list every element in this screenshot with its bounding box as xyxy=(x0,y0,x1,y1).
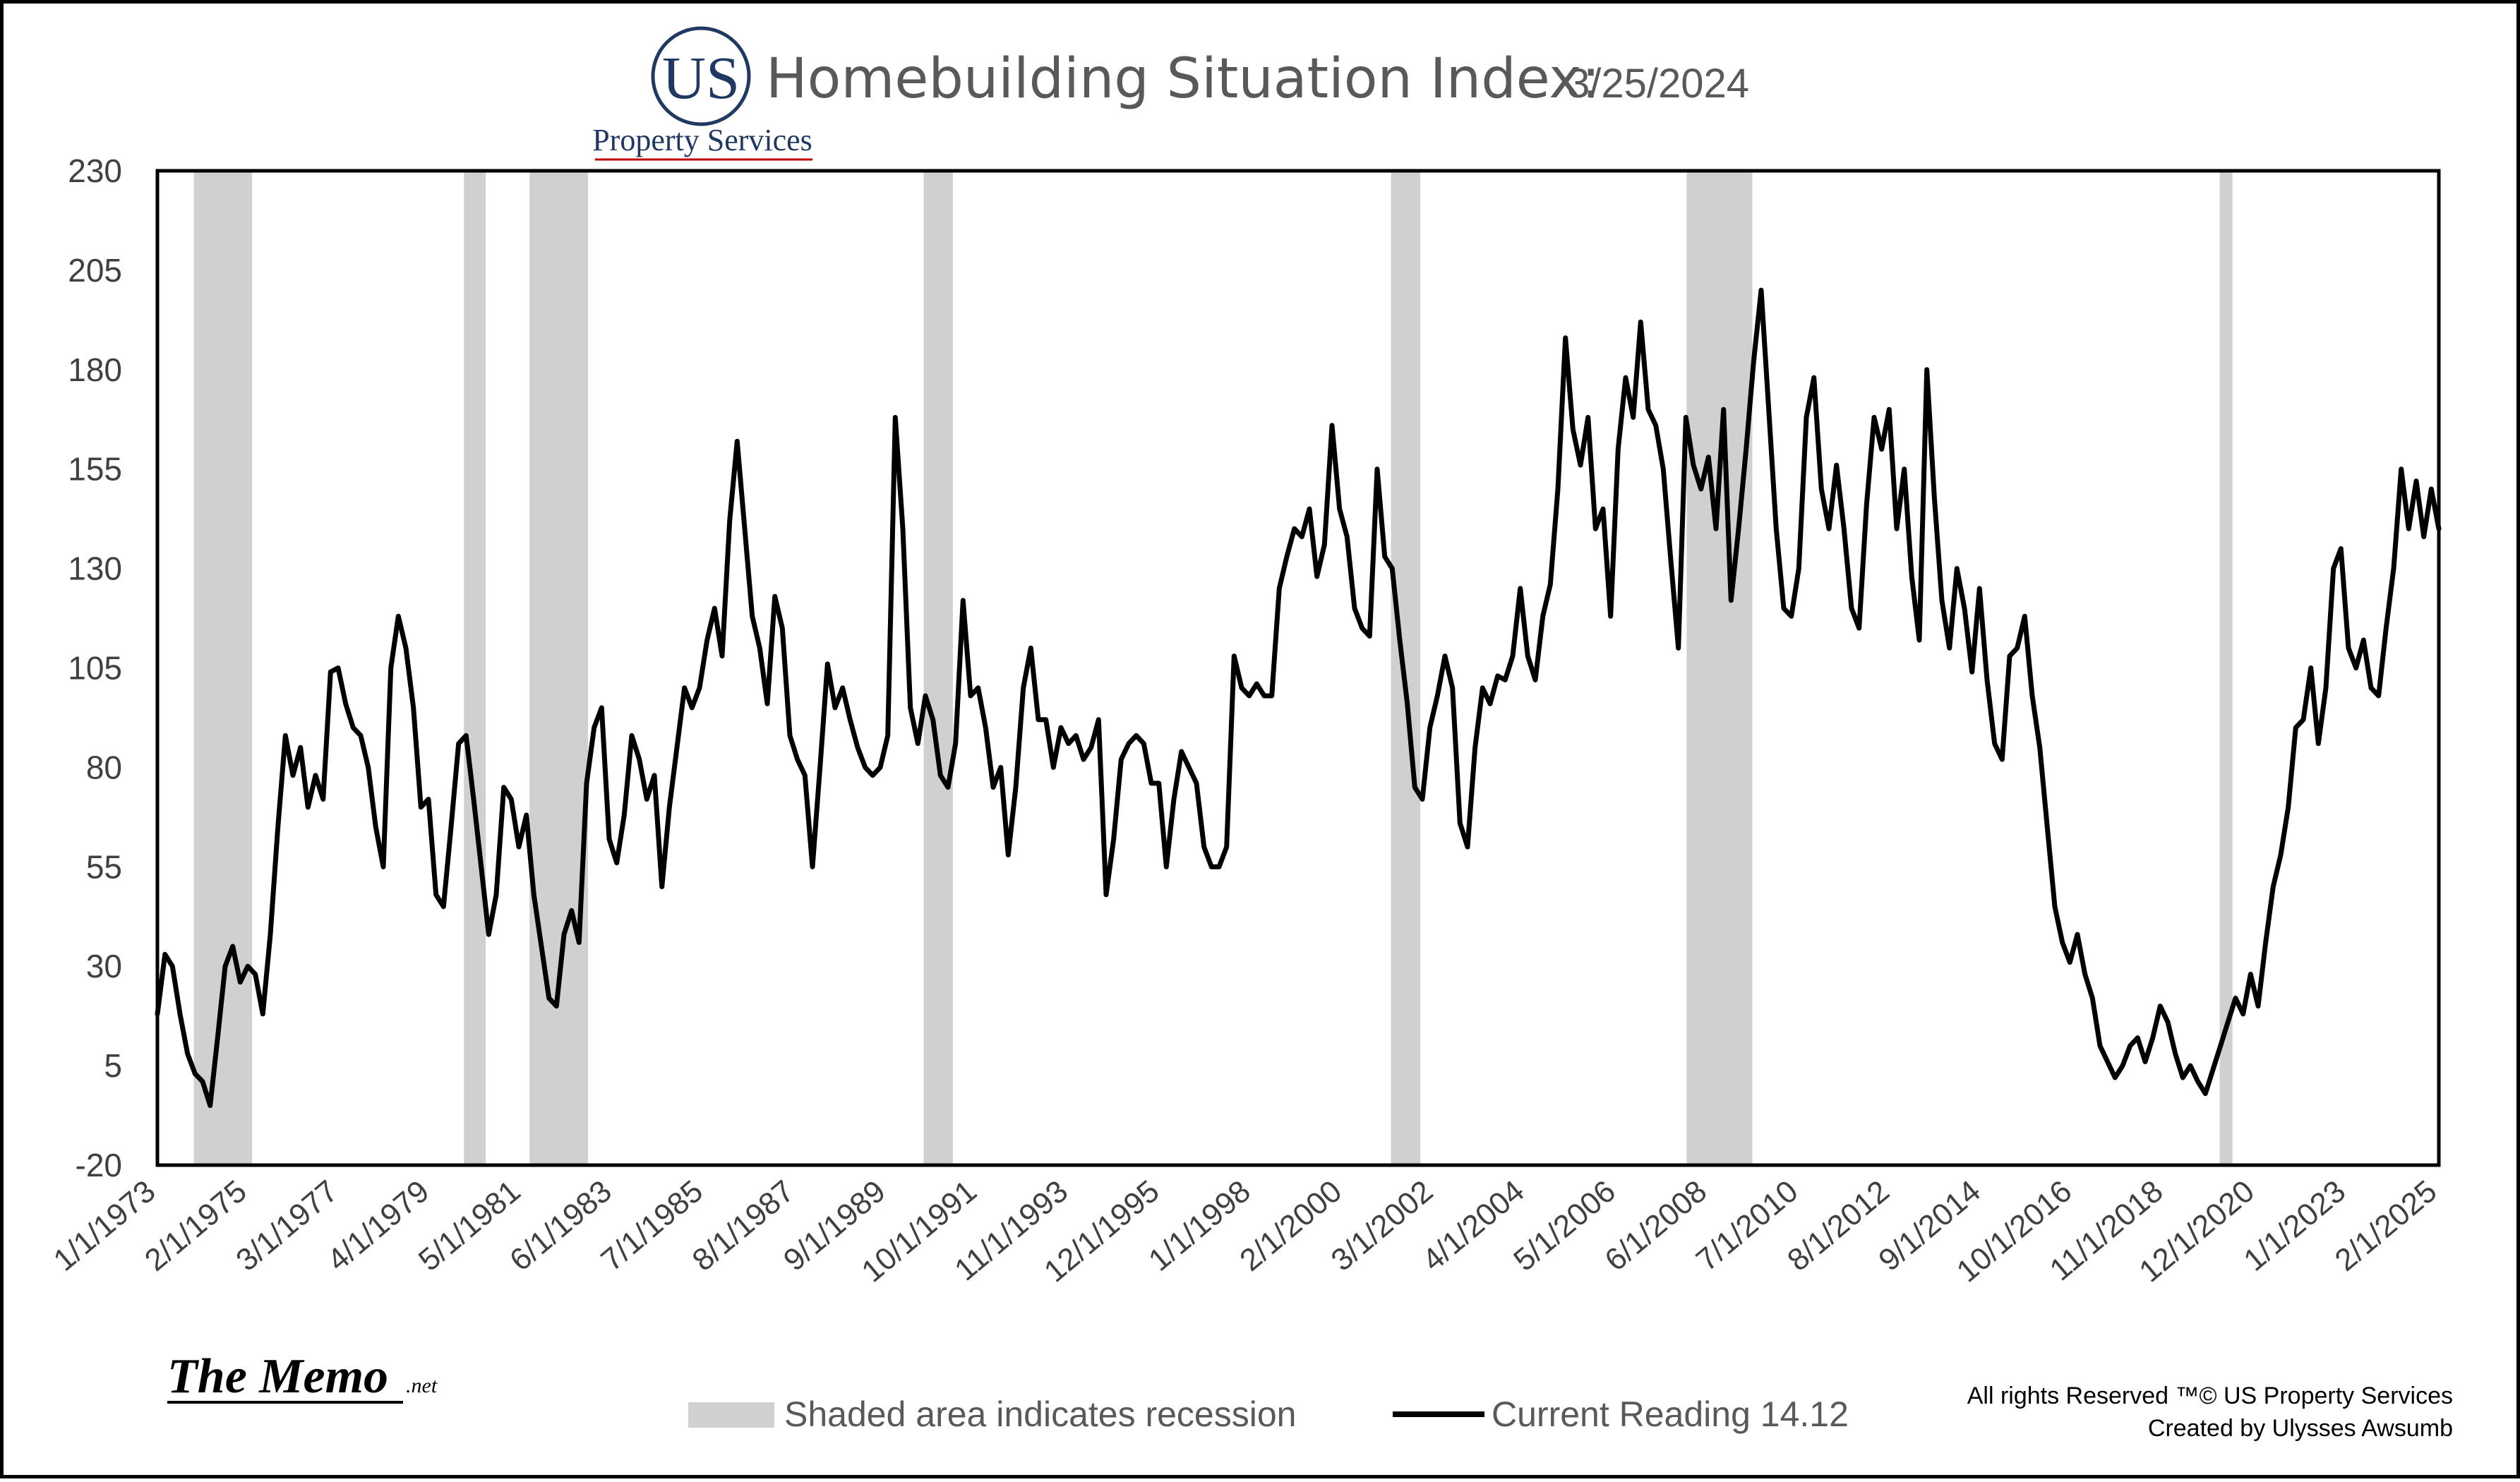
x-tick-label: 7/1/2010 xyxy=(1690,1174,1805,1278)
recession-bands xyxy=(193,171,2233,1165)
x-tick-label: 3/1/1977 xyxy=(229,1174,344,1278)
recession-band-2 xyxy=(464,171,486,1165)
plot-border xyxy=(155,169,2441,1167)
chart: US Property Services Homebuilding Situat… xyxy=(47,26,2453,1442)
legend-recession-swatch xyxy=(688,1402,774,1428)
x-tick-label: 5/1/1981 xyxy=(412,1174,527,1278)
y-axis: -20 5 30 55 80 105 130 155 180 205 230 xyxy=(68,152,122,1183)
y-tick-label: 80 xyxy=(86,749,122,785)
x-tick-label: 5/1/2006 xyxy=(1507,1174,1622,1278)
memo-logo: The Memo .net xyxy=(167,1349,438,1404)
recession-band-6 xyxy=(1686,171,1753,1165)
x-tick-label: 2/1/2000 xyxy=(1233,1174,1348,1278)
x-tick-label: 8/1/1987 xyxy=(686,1174,801,1278)
legend: Shaded area indicates recession Current … xyxy=(688,1394,1849,1434)
legend-series-label: Current Reading 14.12 xyxy=(1492,1394,1849,1434)
rights-line-2: Created by Ulysses Awsumb xyxy=(2148,1415,2453,1442)
chart-date: 3/25/2024 xyxy=(1567,61,1749,107)
memo-text: The Memo xyxy=(167,1349,388,1404)
x-tick-label: 1/1/2023 xyxy=(2237,1174,2352,1278)
x-tick-label: 4/1/1979 xyxy=(321,1174,436,1278)
logo-subtitle: Property Services xyxy=(592,123,812,157)
y-tick-label: 230 xyxy=(68,152,122,189)
y-tick-label: 155 xyxy=(68,451,122,488)
y-tick-label: 30 xyxy=(86,948,122,984)
recession-band-7 xyxy=(2219,171,2233,1165)
y-tick-label: 205 xyxy=(68,252,122,289)
recession-band-1 xyxy=(193,171,253,1165)
y-tick-label: 5 xyxy=(104,1047,122,1084)
x-tick-label: 3/1/2002 xyxy=(1325,1174,1440,1278)
logo-text: US xyxy=(662,44,740,112)
x-tick-label: 2/1/2025 xyxy=(2329,1174,2444,1278)
logo-circle xyxy=(651,26,751,126)
series-line-current-reading xyxy=(155,287,2442,1108)
x-tick-label: 7/1/1985 xyxy=(594,1174,709,1278)
x-tick-label: 6/1/1983 xyxy=(503,1174,618,1278)
x-tick-label: 2/1/1975 xyxy=(138,1174,253,1278)
chart-title: Homebuilding Situation Index: xyxy=(766,47,1600,111)
memo-suffix: .net xyxy=(406,1374,438,1397)
y-tick-label: 105 xyxy=(68,650,122,687)
x-tick-label: 1/1/1998 xyxy=(1142,1174,1257,1278)
recession-band-4 xyxy=(923,171,953,1165)
x-tick-label: 4/1/2004 xyxy=(1416,1174,1531,1278)
x-axis: 1/1/19732/1/19753/1/19774/1/19795/1/1981… xyxy=(47,1174,2444,1289)
y-tick-label: -20 xyxy=(76,1147,122,1183)
recession-band-3 xyxy=(529,171,589,1165)
y-tick-label: 55 xyxy=(86,848,122,885)
y-tick-label: 130 xyxy=(68,550,122,587)
y-tick-label: 180 xyxy=(68,351,122,388)
x-tick-label: 6/1/2008 xyxy=(1598,1174,1713,1278)
logo: US Property Services xyxy=(592,26,812,161)
x-tick-label: 1/1/1973 xyxy=(47,1174,162,1278)
recession-band-5 xyxy=(1391,171,1421,1165)
legend-recession-label: Shaded area indicates recession xyxy=(784,1394,1296,1434)
rights-line-1: All rights Reserved ™© US Property Servi… xyxy=(1967,1382,2453,1409)
x-tick-label: 8/1/2012 xyxy=(1781,1174,1896,1278)
